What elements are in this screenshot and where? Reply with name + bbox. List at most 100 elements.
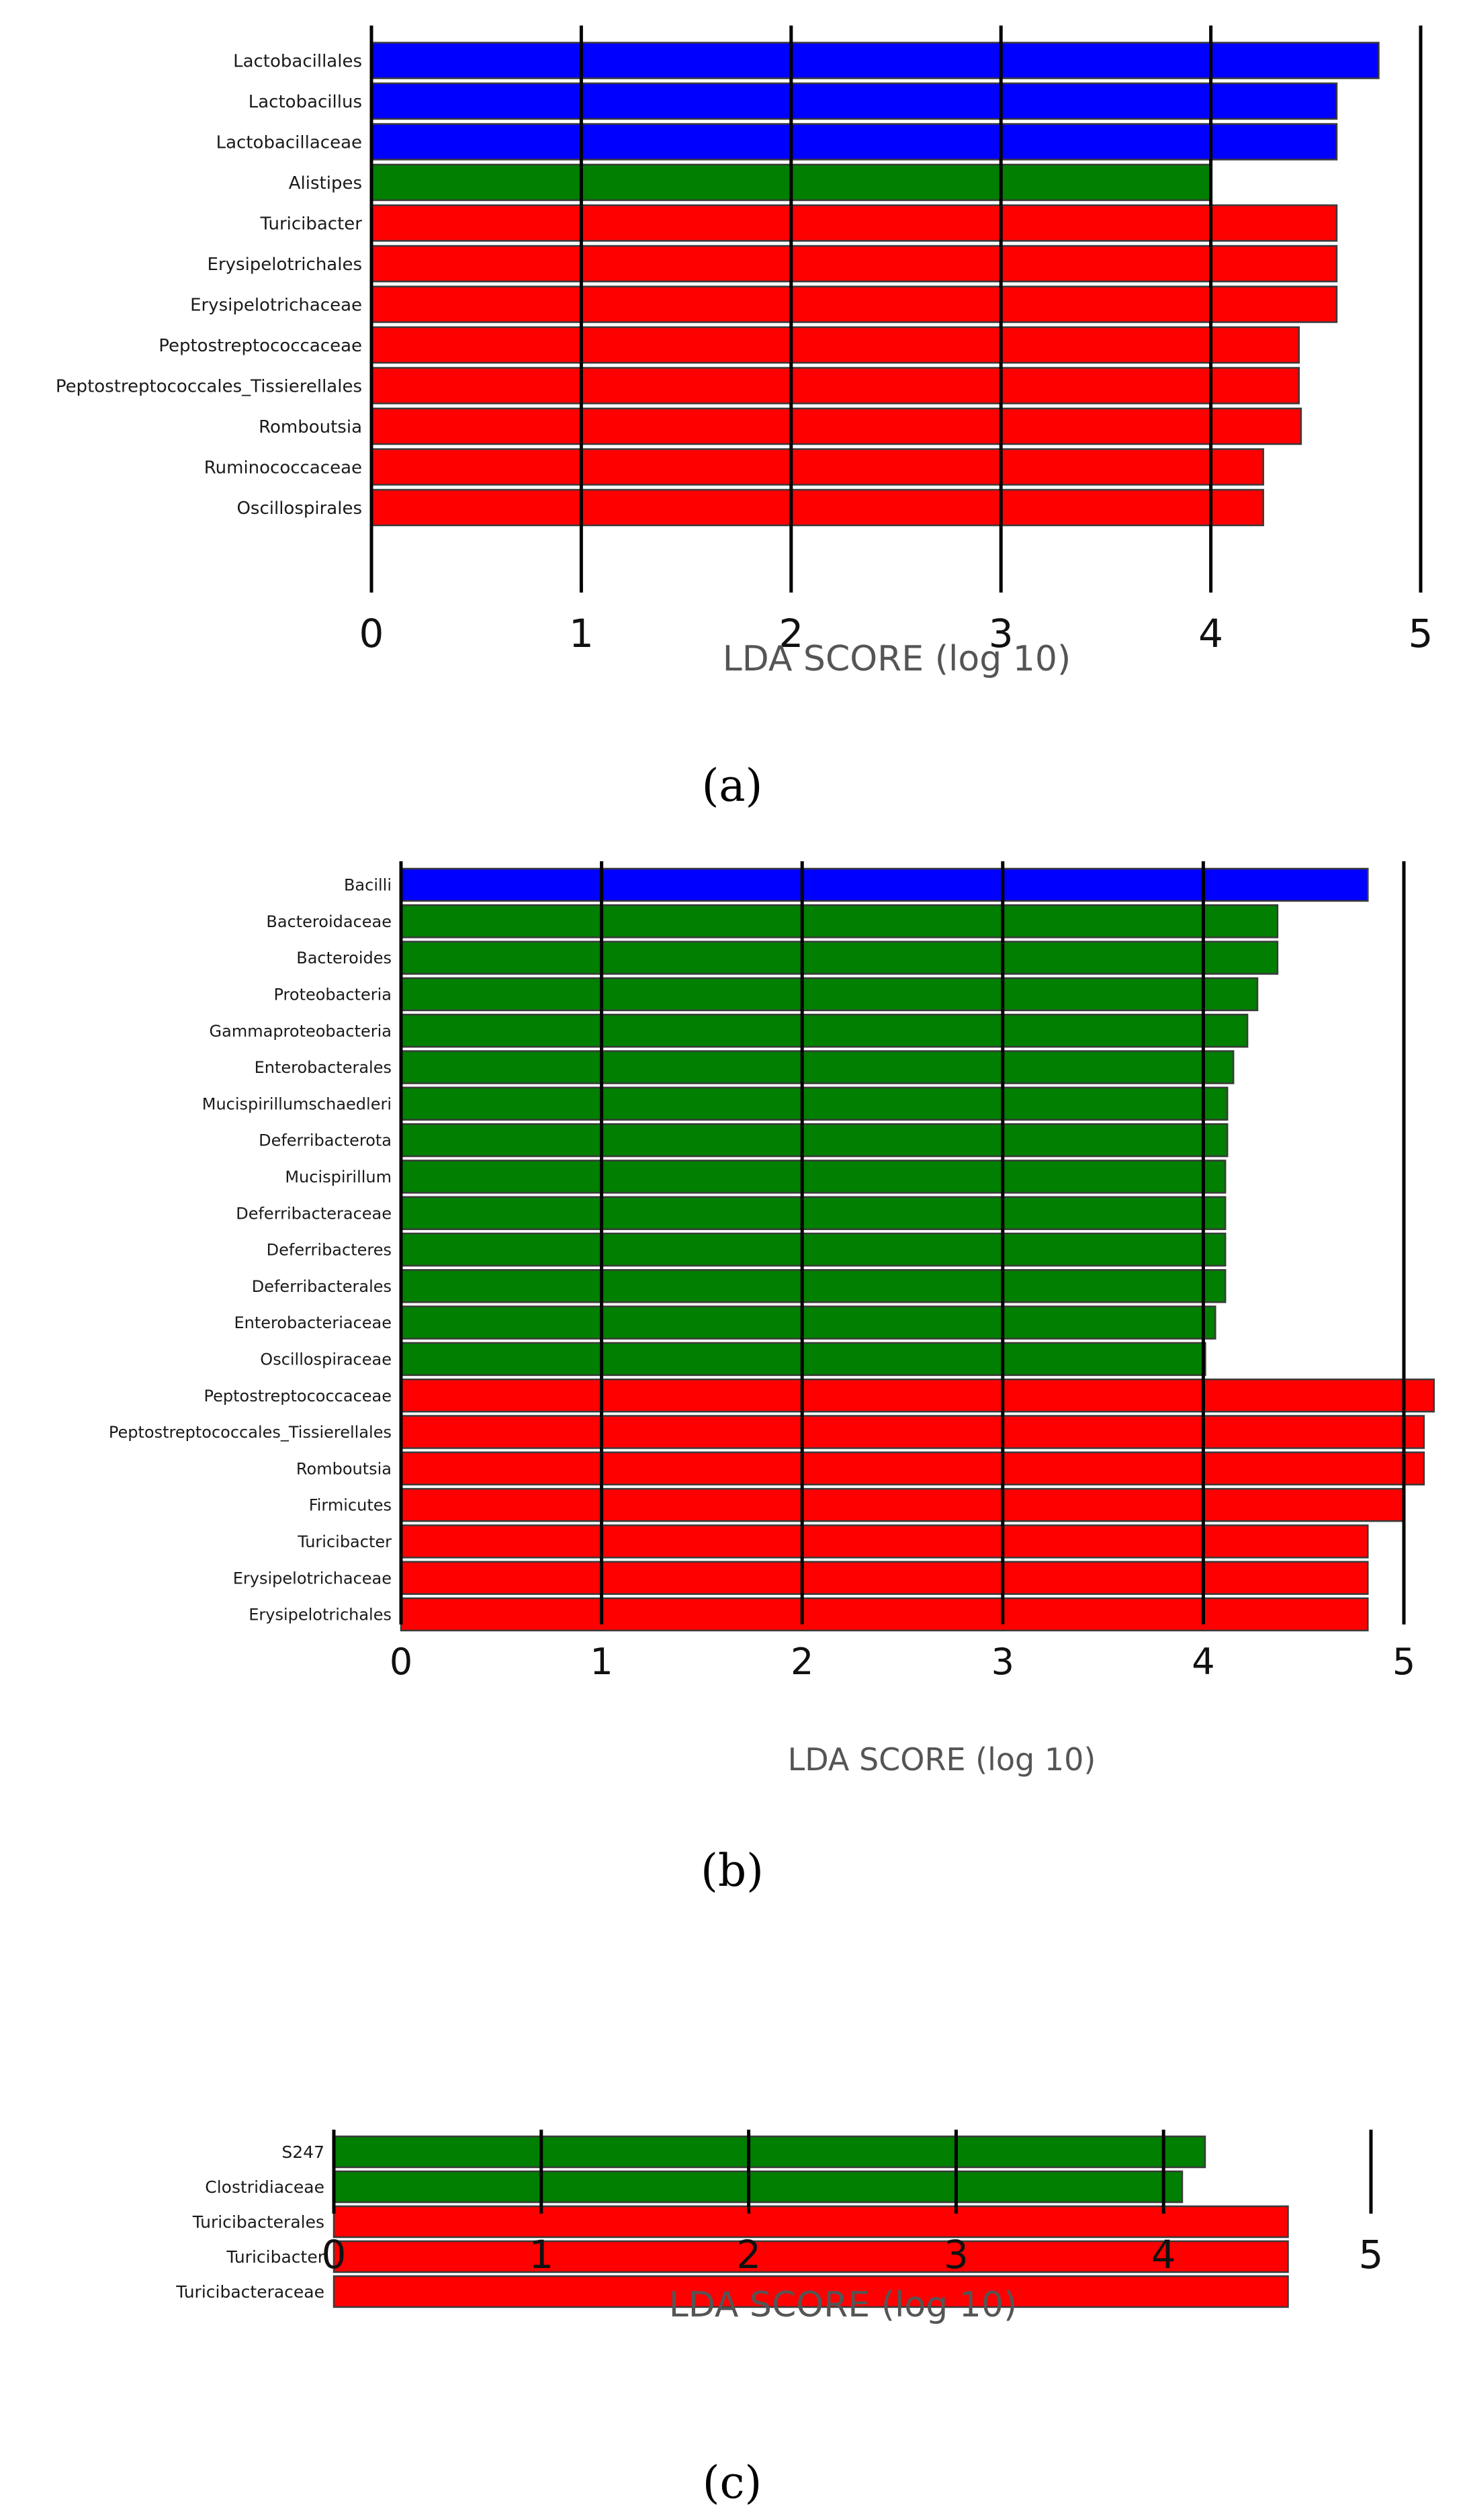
bar-Peptostreptococcales_Tissierellales bbox=[370, 367, 1300, 404]
bar-Lactobacillales bbox=[370, 42, 1380, 79]
category-label: Deferribacteraceae bbox=[236, 1204, 392, 1223]
bar-Bacteroides bbox=[400, 941, 1279, 975]
category-label: Bacilli bbox=[344, 876, 392, 895]
category-label: Clostridiaceae bbox=[205, 2177, 324, 2197]
category-label: Deferribacterales bbox=[252, 1277, 392, 1296]
chart-c-bars bbox=[332, 2135, 1289, 2308]
category-label: Lactobacillus bbox=[249, 92, 362, 112]
category-label: Enterobacteriaceae bbox=[234, 1313, 392, 1332]
category-label: Deferribacterota bbox=[259, 1131, 392, 1150]
bar-Turicibacter bbox=[370, 204, 1338, 242]
x-tick-label: 0 bbox=[359, 611, 384, 656]
chart-c-category-labels: S247 Clostridiaceae Turicibacterales Turici… bbox=[175, 2142, 324, 2302]
bar-Turicibacter bbox=[332, 2240, 1289, 2273]
x-tick-label: 0 bbox=[390, 1641, 412, 1683]
bar-Clostridiaceae bbox=[332, 2170, 1184, 2204]
category-label: Bacteroidaceae bbox=[266, 912, 392, 931]
x-tick-label: 1 bbox=[569, 611, 594, 656]
x-tick-label: 3 bbox=[991, 1641, 1014, 1683]
category-label: Firmicutes bbox=[309, 1496, 392, 1515]
bar-Deferribacteres bbox=[400, 1232, 1227, 1267]
x-tick-label: 2 bbox=[791, 1641, 813, 1683]
category-label: Turicibacter bbox=[297, 1532, 392, 1551]
bar-Bacteroidaceae bbox=[400, 904, 1279, 939]
bar-Erysipelotrichales bbox=[370, 245, 1338, 283]
category-label: Erysipelotrichales bbox=[208, 255, 362, 275]
bar-Peptostreptococcaceae bbox=[400, 1378, 1435, 1413]
category-label: Peptostreptococcaceae bbox=[204, 1387, 392, 1405]
chart-c-xlabel: LDA SCORE (log 10) bbox=[669, 2285, 1018, 2325]
category-label: Turicibacter bbox=[260, 214, 363, 234]
chart-c-gridlines bbox=[332, 2130, 1373, 2214]
bar-Oscillospirales bbox=[370, 488, 1264, 527]
category-label: Bacteroides bbox=[296, 949, 392, 967]
category-label: Turicibacterales bbox=[192, 2212, 324, 2232]
bar-Lactobacillaceae bbox=[370, 123, 1338, 161]
chart-a-tick-labels: 0 1 2 3 4 5 bbox=[359, 611, 1433, 656]
bar-Erysipelotrichales bbox=[400, 1597, 1369, 1632]
category-label: Oscillospiraceae bbox=[260, 1350, 392, 1369]
category-label: Oscillospirales bbox=[236, 498, 362, 519]
category-label: Peptostreptococcaceae bbox=[159, 336, 362, 356]
x-tick-label: 5 bbox=[1409, 611, 1433, 656]
chart-b: Bacilli Bacteroidaceae Bacteroides Proteoba… bbox=[109, 861, 1435, 1897]
bar-Mucispirillumschaedleri bbox=[400, 1086, 1229, 1121]
category-label: Lactobacillales bbox=[233, 51, 362, 71]
x-tick-label: 2 bbox=[736, 2232, 761, 2277]
chart-c-tick-labels: 0 1 2 3 4 5 bbox=[322, 2232, 1384, 2277]
bar-Peptostreptococcaceae bbox=[370, 326, 1300, 364]
category-label: Peptostreptococcales_Tissierellales bbox=[56, 376, 362, 396]
bar-Deferribacterota bbox=[400, 1123, 1229, 1158]
category-label: Ruminococcaceae bbox=[204, 458, 362, 478]
panel-label-b: (b) bbox=[701, 1845, 764, 1897]
chart-a-bars bbox=[370, 42, 1380, 527]
bar-S247 bbox=[332, 2135, 1206, 2169]
bar-Erysipelotrichaceae bbox=[370, 286, 1338, 323]
bar-Enterobacterales bbox=[400, 1050, 1235, 1084]
panel-label-c: (c) bbox=[703, 2457, 762, 2509]
bar-Bacilli bbox=[400, 867, 1369, 902]
category-label: Erysipelotrichales bbox=[249, 1606, 392, 1624]
category-label: Proteobacteria bbox=[274, 986, 392, 1004]
chart-a-xlabel: LDA SCORE (log 10) bbox=[723, 639, 1071, 679]
bar-Gammaproteobacteria bbox=[400, 1013, 1249, 1048]
category-label: Erysipelotrichaceae bbox=[233, 1569, 392, 1588]
category-label: S247 bbox=[281, 2142, 324, 2162]
category-label: Erysipelotrichaceae bbox=[190, 295, 362, 315]
chart-b-xlabel: LDA SCORE (log 10) bbox=[788, 1741, 1096, 1778]
category-label: Peptostreptococcales_Tissierellales bbox=[109, 1423, 392, 1442]
bar-Peptostreptococcales_Tissierellales bbox=[400, 1415, 1425, 1449]
bar-Erysipelotrichaceae bbox=[400, 1561, 1369, 1595]
bar-Turicibacteraceae bbox=[332, 2275, 1289, 2308]
bar-Romboutsia bbox=[400, 1451, 1425, 1486]
category-label: Turicibacter bbox=[226, 2247, 324, 2267]
bar-Enterobacteriaceae bbox=[400, 1305, 1216, 1340]
bar-Turicibacterales bbox=[332, 2205, 1289, 2239]
category-label: Romboutsia bbox=[296, 1459, 392, 1478]
x-tick-label: 3 bbox=[944, 2232, 969, 2277]
panel-label-a: (a) bbox=[702, 760, 763, 812]
x-tick-label: 3 bbox=[989, 611, 1014, 656]
bar-Romboutsia bbox=[370, 407, 1302, 445]
x-tick-label: 4 bbox=[1198, 611, 1223, 656]
category-label: Alistipes bbox=[289, 173, 362, 193]
bar-Ruminococcaceae bbox=[370, 448, 1264, 486]
bar-Lactobacillus bbox=[370, 82, 1338, 120]
chart-a-category-labels: Lactobacillales Lactobacillus Lactobacilla… bbox=[56, 51, 362, 519]
chart-a-gridlines bbox=[369, 26, 1423, 593]
x-tick-label: 0 bbox=[322, 2232, 347, 2277]
x-tick-label: 4 bbox=[1192, 1641, 1214, 1683]
x-tick-label: 4 bbox=[1151, 2232, 1176, 2277]
category-label: Turicibacteraceae bbox=[175, 2282, 324, 2302]
category-label: Romboutsia bbox=[259, 417, 362, 437]
x-tick-label: 1 bbox=[529, 2232, 553, 2277]
chart-a: Lactobacillales Lactobacillus Lactobacilla… bbox=[56, 26, 1433, 812]
x-tick-label: 5 bbox=[1392, 1641, 1415, 1683]
chart-b-bars bbox=[400, 867, 1435, 1632]
x-tick-label: 1 bbox=[590, 1641, 613, 1683]
chart-b-category-labels: Bacilli Bacteroidaceae Bacteroides Proteoba… bbox=[109, 876, 392, 1624]
category-label: Gammaproteobacteria bbox=[210, 1022, 392, 1041]
bar-Deferribacteraceae bbox=[400, 1196, 1227, 1230]
chart-b-tick-labels: 0 1 2 3 4 5 bbox=[390, 1641, 1415, 1683]
bar-Mucispirillum bbox=[400, 1160, 1227, 1194]
